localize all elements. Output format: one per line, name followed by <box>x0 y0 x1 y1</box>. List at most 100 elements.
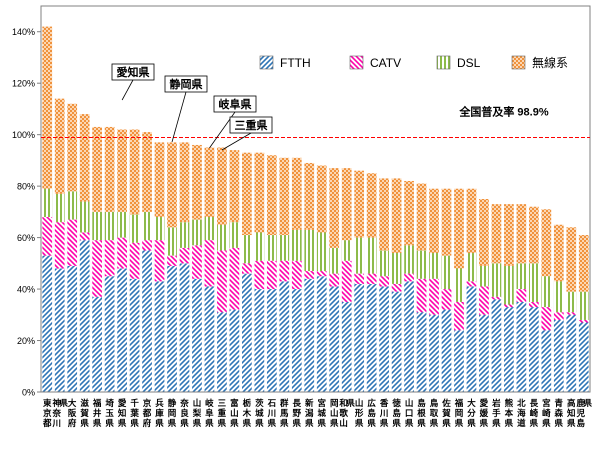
x-tick-label-char: 形 <box>355 408 364 418</box>
bar-segment-CATV <box>429 278 439 315</box>
bar-segment-無線系 <box>416 183 427 251</box>
bar-segment-FTTH <box>179 263 190 392</box>
bar-segment-DSL <box>142 211 152 241</box>
bar-segment-CATV <box>217 250 227 313</box>
x-tick-label-char: 島 <box>367 408 376 418</box>
bar-segment-FTTH <box>516 301 527 392</box>
legend: FTTH CATV DSL 無線系 <box>259 55 568 70</box>
bar-segment-FTTH <box>67 265 78 392</box>
x-tick-label-char: 山 <box>193 398 202 408</box>
bar-segment-DSL <box>167 227 177 256</box>
axes-layer: 0% 20% 40% 60% 80% 100% 120% 140% <box>12 5 591 398</box>
x-tick-label-char: 崎 <box>542 408 551 418</box>
x-tick-label-char: 埼 <box>105 398 114 408</box>
x-tick-label-char: 東 <box>43 398 52 408</box>
x-tick-label-char: 阜 <box>205 408 214 418</box>
bar-segment-DSL <box>266 235 277 261</box>
y-tick-label: 140% <box>12 27 35 37</box>
bar-segment-無線系 <box>291 157 302 230</box>
bar-segment-DSL <box>229 222 240 248</box>
bar-segment-CATV <box>466 281 477 287</box>
y-tick-label: 20% <box>17 336 35 346</box>
bar-segment-CATV <box>104 240 115 277</box>
bar-segment-DSL <box>217 224 227 251</box>
x-tick-label-char: 県 <box>584 398 593 408</box>
bar-segment-無線系 <box>441 188 452 256</box>
bar-segment-FTTH <box>104 276 115 392</box>
x-tick-label-char: 滋 <box>80 398 89 408</box>
bar-segment-無線系 <box>366 173 377 238</box>
x-tick-label-char: 県 <box>505 418 514 428</box>
bar-segment-FTTH <box>429 314 439 392</box>
bar-segment-FTTH <box>129 278 140 392</box>
x-tick-label-char: 府 <box>143 418 152 428</box>
bar-segment-FTTH <box>217 312 227 392</box>
x-tick-label-char: 兵 <box>155 398 164 408</box>
callout-box <box>111 63 155 81</box>
x-tick-label-char: 口 <box>405 408 414 418</box>
callout-label: 岐阜県 <box>219 97 252 111</box>
y-tick-label: 80% <box>17 182 35 192</box>
x-tick-label-char: 県 <box>218 418 227 428</box>
bar-segment-CATV <box>528 301 539 308</box>
national-average-label: 全国普及率 98.9% <box>458 104 548 118</box>
x-tick-label-char: 海 <box>517 408 526 418</box>
x-tick-label-char: 石 <box>267 398 277 408</box>
x-tick-label-char: 山 <box>339 418 348 428</box>
x-tick-label-char: 県 <box>480 418 489 428</box>
legend-swatch-DSL <box>436 55 451 70</box>
x-tick-label-char: 山 <box>355 398 364 408</box>
bar-segment-無線系 <box>304 162 315 230</box>
x-tick-label-char: 愛 <box>118 398 127 408</box>
legend-swatch-FTTH <box>259 55 274 70</box>
bar-segment-無線系 <box>391 178 402 254</box>
y-tick-label: 120% <box>12 79 35 89</box>
y-tick-label: 0% <box>22 388 35 398</box>
bar-segment-CATV <box>391 283 402 292</box>
x-tick-label-char: 県 <box>442 418 451 428</box>
x-tick-label-char: 県 <box>530 418 539 428</box>
x-tick-label-char: 県 <box>430 418 439 428</box>
bar-segment-無線系 <box>192 144 202 220</box>
x-tick-label-char: 県 <box>367 418 376 428</box>
bar-segment-FTTH <box>329 286 340 392</box>
bar-segment-CATV <box>479 286 489 315</box>
x-tick-label-char: 道 <box>517 418 526 428</box>
x-tick-label-char: 県 <box>317 418 326 428</box>
x-tick-label-char: 城 <box>255 408 264 418</box>
bar-segment-無線系 <box>528 206 539 264</box>
x-tick-label-char: 群 <box>279 398 289 408</box>
bar-segment-FTTH <box>491 299 502 392</box>
bar-segment-FTTH <box>354 283 365 392</box>
bar-segment-無線系 <box>578 235 589 292</box>
bar-segment-CATV <box>142 240 152 251</box>
bar-segment-CATV <box>192 245 202 279</box>
bar-segment-無線系 <box>229 150 240 223</box>
x-tick-label-char: 県 <box>330 418 339 428</box>
x-tick-label-char: 葉 <box>129 408 139 418</box>
bar-segment-DSL <box>192 219 202 246</box>
x-tick-label-char: 知 <box>118 408 127 418</box>
x-tick-label-char: 県 <box>293 418 302 428</box>
bar-segment-FTTH <box>391 291 402 392</box>
x-tick-label-char: 香 <box>379 398 389 408</box>
bar-segment-DSL <box>204 217 215 241</box>
bar-segment-CATV <box>167 255 177 266</box>
legend-label-FTTH: FTTH <box>280 56 311 70</box>
x-tick-label-char: 静 <box>168 398 177 408</box>
x-tick-label-char: 北 <box>517 398 526 408</box>
bar-segment-FTTH <box>528 307 539 392</box>
bar-segment-DSL <box>416 250 427 279</box>
x-tick-label-char: 宮 <box>317 398 326 408</box>
bar-segment-無線系 <box>67 103 78 192</box>
x-tick-label-char: 福 <box>92 398 102 408</box>
bar-segment-DSL <box>441 255 452 290</box>
callout-leader <box>221 132 252 151</box>
x-tick-label-char: 根 <box>417 408 426 418</box>
y-tick-label: 40% <box>17 285 35 295</box>
x-tick-label-char: 京 <box>43 408 52 418</box>
bar-segment-FTTH <box>416 312 427 392</box>
bar-segment-無線系 <box>404 180 414 246</box>
bar-segment-CATV <box>578 319 589 323</box>
